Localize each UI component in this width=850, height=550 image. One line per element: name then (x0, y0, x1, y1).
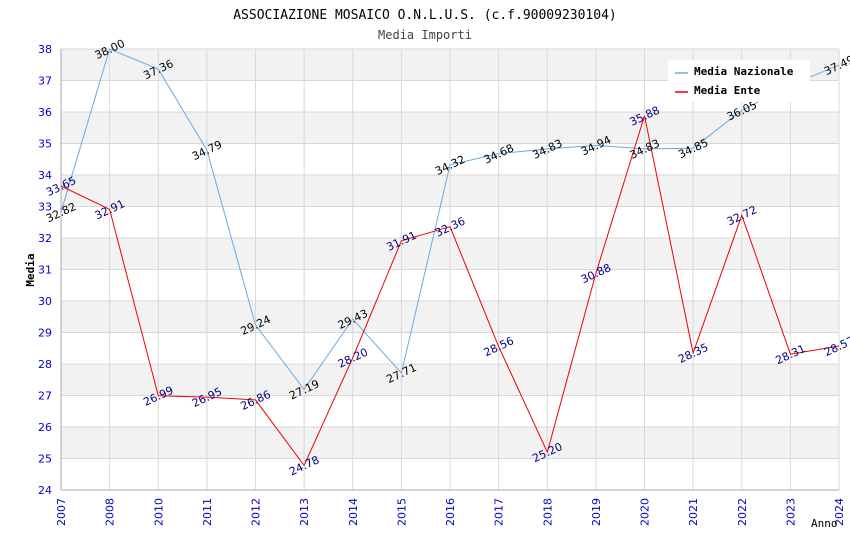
x-tick-label: 2022 (736, 498, 749, 526)
y-tick-label: 25 (38, 453, 52, 466)
data-label-media-ente: 28.57 (822, 334, 850, 359)
x-tick-label: 2023 (784, 498, 797, 526)
series-line-media-ente (60, 115, 840, 467)
y-tick-label: 37 (38, 75, 52, 88)
y-tick-label: 31 (38, 264, 52, 277)
series-lines (60, 48, 840, 467)
x-tick-label: 2013 (298, 498, 311, 526)
y-tick-label: 35 (38, 138, 52, 151)
x-tick-label: 2011 (201, 498, 214, 526)
x-tick-label: 2020 (639, 498, 652, 526)
x-tick-label: 2015 (395, 498, 408, 526)
x-tick-label: 2019 (590, 498, 603, 526)
x-tick-label: 2021 (687, 498, 700, 526)
y-axis-label: Media (24, 253, 37, 286)
x-tick-label: 2007 (55, 498, 68, 526)
axes (60, 49, 839, 491)
y-tick-label: 38 (38, 43, 52, 56)
x-tick-label: 2014 (347, 498, 360, 526)
legend: Media Nazionale Media Ente (668, 60, 810, 102)
y-tick-label: 34 (38, 169, 52, 182)
x-tick-label: 2012 (250, 498, 263, 526)
x-tick-label: 2010 (152, 498, 165, 526)
y-tick-label: 28 (38, 358, 52, 371)
y-tick-label: 26 (38, 421, 52, 434)
x-tick-labels: 2007 2008 2010 2011 2012 2013 2014 2015 2016 2017… (55, 498, 846, 526)
y-tick-label: 32 (38, 232, 52, 245)
x-axis-label: Anno (811, 517, 838, 530)
x-tick-label: 2008 (104, 498, 117, 526)
y-tick-label: 29 (38, 327, 52, 340)
series-line-media-nazionale (60, 48, 840, 391)
y-tick-label: 36 (38, 106, 52, 119)
x-tick-label: 2024 (833, 498, 846, 526)
x-tick-label: 2018 (541, 498, 554, 526)
x-tick-label: 2016 (444, 498, 457, 526)
y-tick-labels: 24 25 26 27 28 29 30 31 32 33 34 35 36 37 38 (38, 43, 52, 497)
y-tick-label: 30 (38, 295, 52, 308)
legend-label-media-ente: Media Ente (694, 84, 761, 97)
y-tick-label: 33 (38, 201, 52, 214)
legend-box (668, 60, 810, 102)
legend-label-media-nazionale: Media Nazionale (694, 65, 794, 78)
y-tick-label: 27 (38, 390, 52, 403)
chart-title: ASSOCIAZIONE MOSAICO O.N.L.U.S. (c.f.900… (233, 8, 617, 23)
x-tick-label: 2017 (493, 498, 506, 526)
y-tick-label: 24 (38, 484, 52, 497)
chart-subtitle: Media Importi (378, 28, 472, 42)
